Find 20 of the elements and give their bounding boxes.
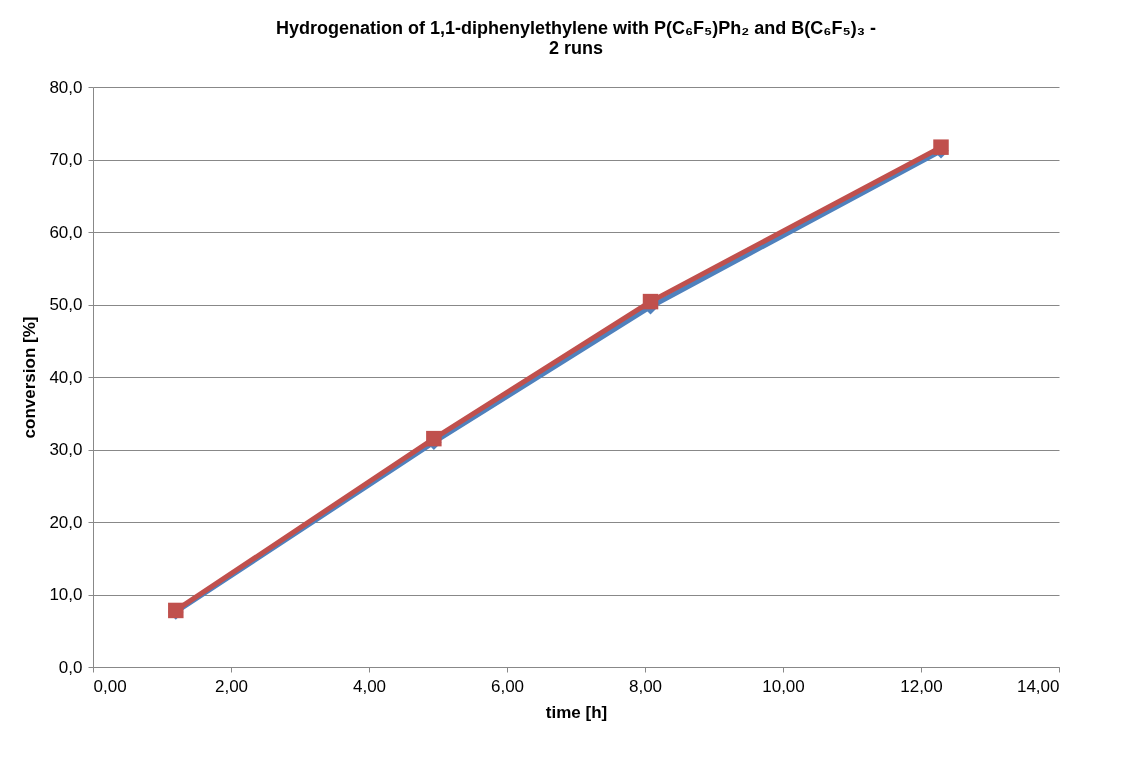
- y-tick-label: 0,0: [58, 657, 83, 677]
- x-tick-label: 6,00: [490, 676, 525, 696]
- x-tick-label: 12,00: [900, 676, 943, 696]
- y-tick-label: 10,0: [49, 585, 83, 604]
- y-tick-label: 70,0: [49, 150, 83, 169]
- x-tick-label: 8,00: [628, 676, 663, 696]
- y-tick-label: 50,0: [49, 295, 83, 314]
- y-tick-label: 40,0: [49, 367, 83, 387]
- chart-title: Hydrogenation of 1,1-diphenylethylene with P(C₆F₅)Ph₂ and B(C₆F₅)₃ - 2 runs: [275, 18, 877, 58]
- x-tick-label: 0,00: [93, 676, 127, 696]
- y-axis-title: conversion [%]: [20, 316, 40, 439]
- y-tick-label: 80,0: [49, 77, 83, 97]
- x-tick-label: 4,00: [352, 676, 387, 696]
- y-tick-label: 20,0: [49, 512, 83, 532]
- x-tick-label: 10,00: [762, 676, 805, 696]
- y-tick-label: 30,0: [49, 440, 83, 459]
- y-tick-label: 60,0: [49, 222, 83, 242]
- x-tick-label: 14,00: [1016, 676, 1060, 696]
- x-axis-title: time [h]: [545, 702, 608, 722]
- x-tick-label: 2,00: [214, 676, 249, 696]
